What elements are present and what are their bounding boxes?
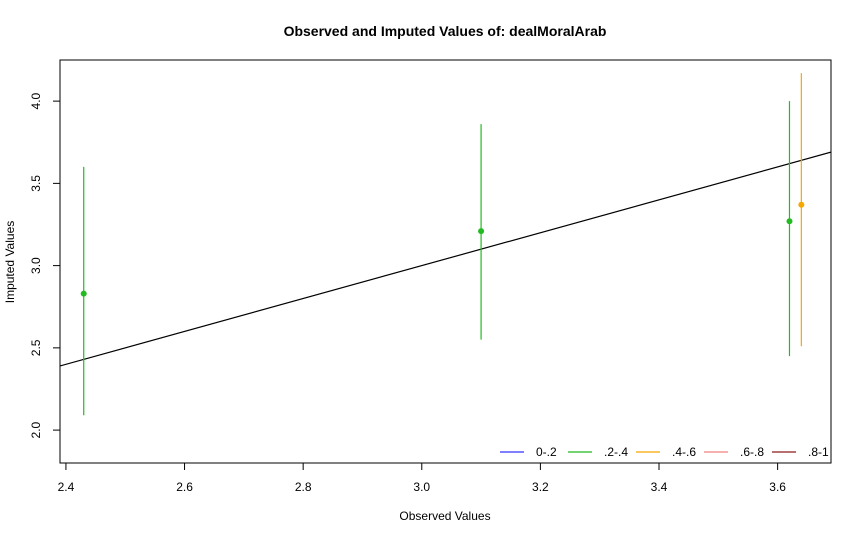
legend-label: .4-.6 [672,445,696,459]
x-tick-label: 3.6 [769,480,786,494]
y-tick-label: 3.0 [29,257,43,274]
plot-area [60,73,831,416]
x-tick-label: 3.2 [532,480,549,494]
data-point [786,218,793,225]
y-tick-label: 4.0 [29,92,43,109]
x-axis: 2.4 2.6 2.8 3.0 3.2 3.4 3.6 [58,463,786,494]
legend-label: 0-.2 [536,445,557,459]
x-tick-label: 3.4 [651,480,668,494]
legend-label: .2-.4 [604,445,628,459]
x-axis-label: Observed Values [399,509,490,523]
data-point [80,290,87,297]
legend-label: .8-1 [808,445,829,459]
y-tick-label: 3.5 [29,175,43,192]
y-tick-label: 2.5 [29,339,43,356]
y-tick-label: 2.0 [29,421,43,438]
x-tick-label: 2.8 [295,480,312,494]
x-tick-label: 2.6 [176,480,193,494]
reference-line [60,151,831,367]
x-tick-label: 3.0 [413,480,430,494]
y-axis-label: Imputed Values [3,221,17,304]
data-point [478,228,485,235]
y-axis: 2.0 2.5 3.0 3.5 4.0 [29,92,60,438]
legend-label: .6-.8 [740,445,764,459]
plot-frame [59,59,832,464]
data-point [798,201,805,208]
chart-title: Observed and Imputed Values of: dealMora… [284,23,607,39]
x-tick-label: 2.4 [58,480,75,494]
legend: 0-.2 .2-.4 .4-.6 .6-.8 .8-1 [500,445,829,459]
